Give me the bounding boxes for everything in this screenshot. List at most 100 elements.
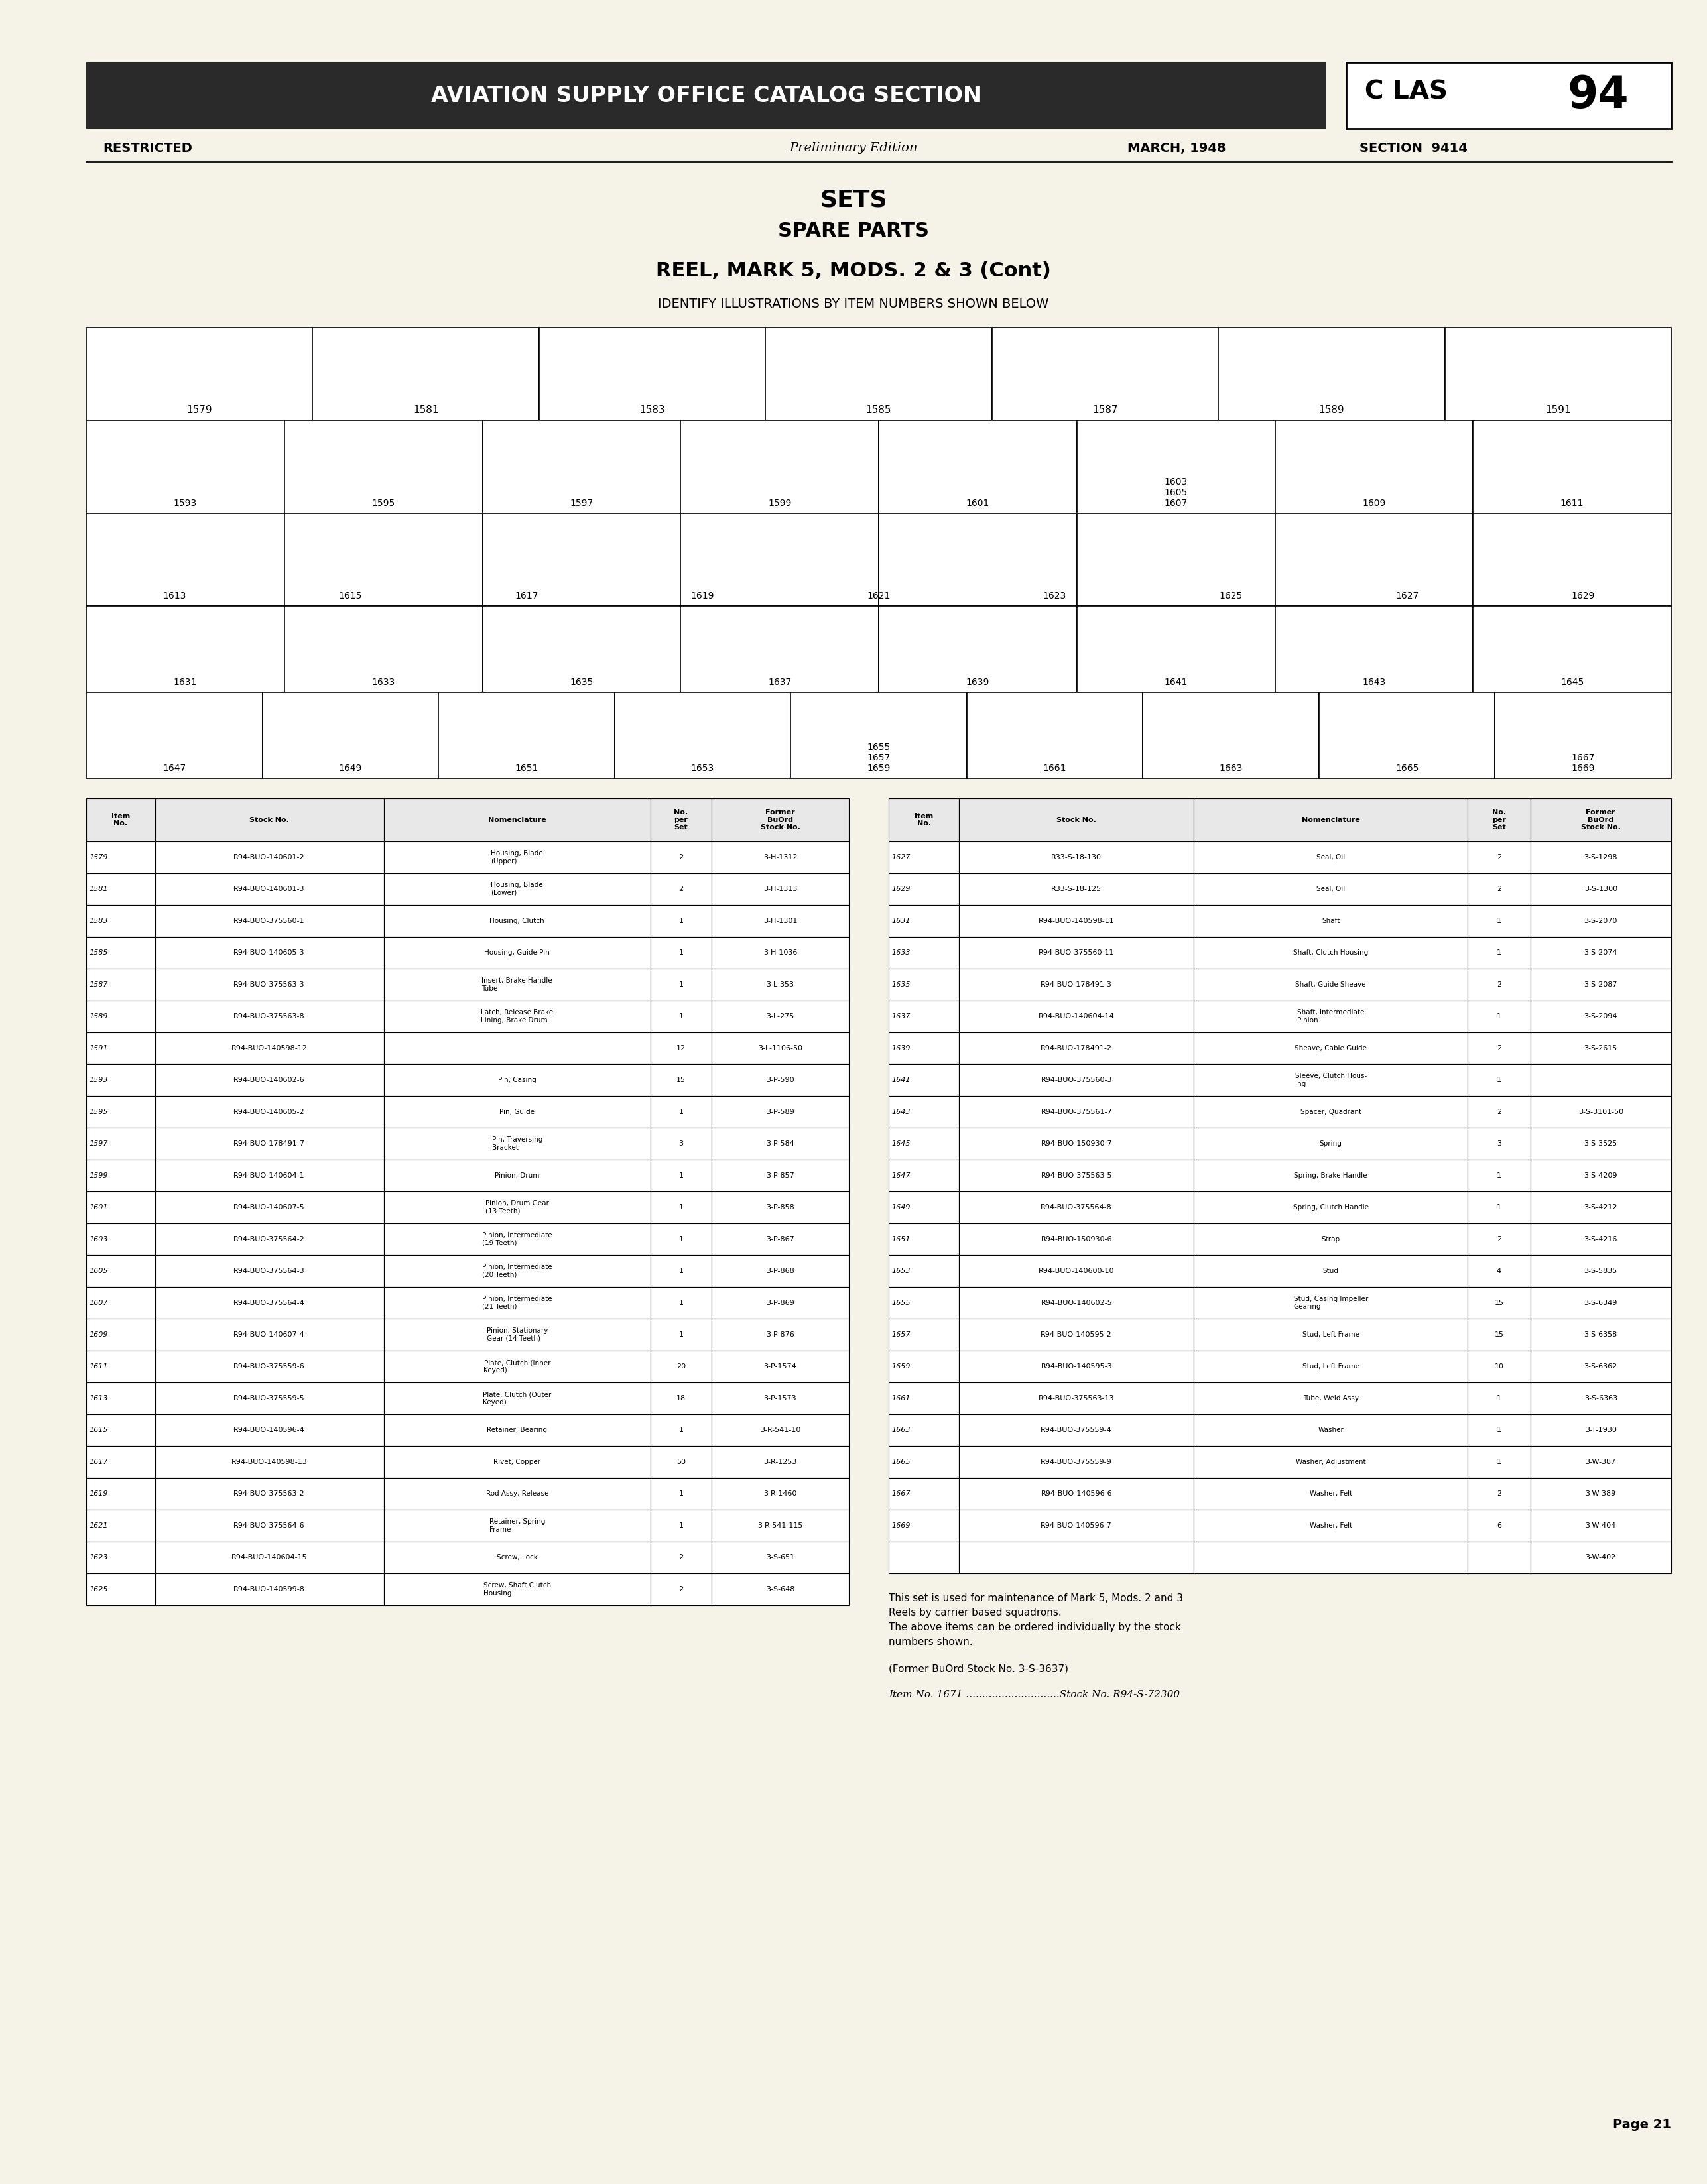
Bar <box>87 1127 155 1160</box>
Bar <box>155 1127 384 1160</box>
Bar <box>1468 1286 1531 1319</box>
Text: 1645: 1645 <box>891 1140 910 1147</box>
Text: 1667
1669: 1667 1669 <box>1572 753 1594 773</box>
Text: Stock No.: Stock No. <box>249 817 288 823</box>
Bar <box>155 1192 384 1223</box>
Text: Spring: Spring <box>1320 1140 1342 1147</box>
Bar <box>959 874 1193 904</box>
Bar <box>1531 1415 1671 1446</box>
Text: 1649: 1649 <box>338 764 362 773</box>
Text: 15: 15 <box>676 1077 686 1083</box>
Bar <box>439 692 615 778</box>
Text: No.
per
Set: No. per Set <box>674 808 688 830</box>
Bar <box>384 1000 650 1033</box>
Bar <box>712 841 848 874</box>
Text: 3-W-387: 3-W-387 <box>1586 1459 1617 1465</box>
Text: 1: 1 <box>1497 1203 1502 1210</box>
Bar <box>712 904 848 937</box>
Text: 1653: 1653 <box>691 764 714 773</box>
Text: 1: 1 <box>1497 1459 1502 1465</box>
Bar <box>1531 1127 1671 1160</box>
Bar <box>889 1256 959 1286</box>
Bar <box>155 1572 384 1605</box>
Text: 3-P-584: 3-P-584 <box>766 1140 794 1147</box>
Bar <box>87 419 285 513</box>
Text: 1: 1 <box>679 1236 683 1243</box>
Text: 1: 1 <box>679 1299 683 1306</box>
Text: R94-BUO-178491-7: R94-BUO-178491-7 <box>234 1140 306 1147</box>
Text: 1625: 1625 <box>1219 592 1243 601</box>
Bar <box>889 1223 959 1256</box>
Text: R94-BUO-375560-11: R94-BUO-375560-11 <box>1038 950 1115 957</box>
Bar <box>155 874 384 904</box>
Text: 3-W-389: 3-W-389 <box>1586 1489 1617 1496</box>
Text: 1629: 1629 <box>1572 592 1594 601</box>
Bar <box>1193 1192 1468 1223</box>
Text: 3-P-868: 3-P-868 <box>766 1267 794 1273</box>
Bar <box>650 1096 712 1127</box>
Text: Seal, Oil: Seal, Oil <box>1316 887 1345 893</box>
Text: 3-S-2074: 3-S-2074 <box>1584 950 1618 957</box>
Text: R94-BUO-140598-13: R94-BUO-140598-13 <box>230 1459 307 1465</box>
Text: R94-BUO-375559-5: R94-BUO-375559-5 <box>234 1396 306 1402</box>
Bar <box>384 1064 650 1096</box>
Text: 3-L-1106-50: 3-L-1106-50 <box>758 1044 802 1051</box>
Bar <box>1193 1127 1468 1160</box>
Bar <box>1275 605 1473 692</box>
Bar <box>1077 605 1275 692</box>
Bar <box>650 1127 712 1160</box>
Bar <box>1531 1542 1671 1572</box>
Text: 10: 10 <box>1494 1363 1504 1369</box>
Text: 3-H-1036: 3-H-1036 <box>763 950 797 957</box>
Bar <box>87 1382 155 1415</box>
Bar <box>1144 692 1320 778</box>
Bar <box>87 1096 155 1127</box>
Bar <box>1193 937 1468 970</box>
Text: R94-BUO-375563-8: R94-BUO-375563-8 <box>234 1013 306 1020</box>
Text: 2: 2 <box>679 1555 683 1562</box>
Text: 1603
1605
1607: 1603 1605 1607 <box>1164 476 1188 509</box>
Bar <box>1531 1479 1671 1509</box>
Bar <box>650 841 712 874</box>
Bar <box>87 513 285 605</box>
Text: 1583: 1583 <box>89 917 108 924</box>
Bar <box>889 1033 959 1064</box>
Bar <box>1193 1542 1468 1572</box>
Text: Former
BuOrd
Stock No.: Former BuOrd Stock No. <box>760 808 801 830</box>
Bar <box>1193 1223 1468 1256</box>
Bar <box>1531 1509 1671 1542</box>
Bar <box>959 904 1193 937</box>
Bar <box>650 1256 712 1286</box>
Bar <box>155 1415 384 1446</box>
Bar <box>650 1350 712 1382</box>
Bar <box>384 1479 650 1509</box>
Bar <box>1473 513 1671 605</box>
Bar <box>1468 1256 1531 1286</box>
Bar <box>312 328 539 419</box>
Bar <box>87 841 155 874</box>
Text: 1: 1 <box>679 1426 683 1433</box>
Text: 3-R-541-115: 3-R-541-115 <box>758 1522 802 1529</box>
Text: Shaft: Shaft <box>1321 917 1340 924</box>
Bar <box>681 513 879 605</box>
Text: R94-BUO-375563-13: R94-BUO-375563-13 <box>1038 1396 1115 1402</box>
Text: 2: 2 <box>679 1586 683 1592</box>
Bar <box>87 1223 155 1256</box>
Bar <box>712 1127 848 1160</box>
Bar <box>1193 1382 1468 1415</box>
Text: 1657: 1657 <box>891 1332 910 1339</box>
Text: R94-BUO-150930-7: R94-BUO-150930-7 <box>1041 1140 1113 1147</box>
Bar <box>1468 1033 1531 1064</box>
Bar <box>87 904 155 937</box>
Bar <box>879 419 1077 513</box>
Bar <box>650 1382 712 1415</box>
Text: Shaft, Clutch Housing: Shaft, Clutch Housing <box>1294 950 1369 957</box>
Text: R94-BUO-140607-5: R94-BUO-140607-5 <box>234 1203 306 1210</box>
Bar <box>1468 1192 1531 1223</box>
Text: 1589: 1589 <box>1320 404 1345 415</box>
Bar <box>384 1542 650 1572</box>
Bar <box>87 1256 155 1286</box>
Text: 94: 94 <box>1567 74 1628 118</box>
Text: 1647: 1647 <box>162 764 186 773</box>
Bar <box>650 970 712 1000</box>
